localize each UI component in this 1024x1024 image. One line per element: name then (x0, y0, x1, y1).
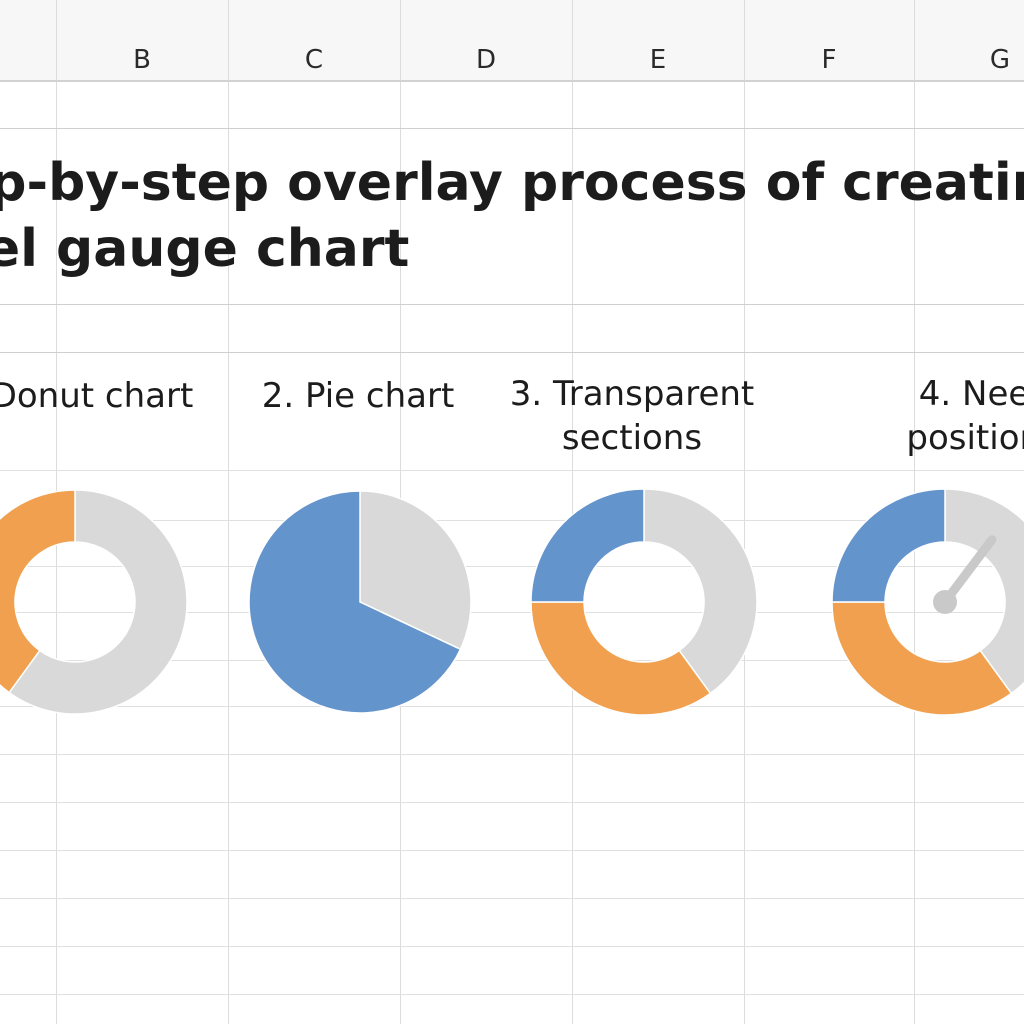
slice-orange (530, 601, 712, 716)
chart-gauge (831, 488, 1024, 716)
grid-line (0, 304, 1024, 305)
grid-line (56, 0, 57, 80)
gauge-needle-hub (933, 590, 957, 614)
step-label-pie: 2. Pie chart (208, 374, 508, 418)
step-label-needle: 4. Needle positioning (850, 372, 1024, 460)
gauge-needle (940, 535, 997, 607)
step-label-line-1: 4. Needle (918, 374, 1024, 414)
grid-line (744, 0, 745, 80)
slice-gray (944, 488, 1024, 695)
column-header-b[interactable]: B (133, 45, 151, 75)
grid-line (0, 706, 1024, 707)
grid-line (0, 352, 1024, 353)
step-label-line-1: 3. Transparent (509, 374, 755, 414)
grid-line (0, 802, 1024, 803)
grid-line (572, 0, 573, 80)
page-title: ep-by-step overlay process of creating c… (0, 150, 1024, 282)
step-label-line-1: Donut chart (0, 376, 194, 416)
step-label-line-2: sections (561, 418, 703, 458)
slice-orange (831, 601, 1013, 716)
grid-line (0, 566, 1024, 567)
grid-line (400, 0, 401, 80)
grid-line (0, 128, 1024, 129)
grid-line (228, 0, 229, 80)
step-label-line-2: positioning (906, 418, 1024, 458)
grid-line (0, 470, 1024, 471)
grid-line (0, 850, 1024, 851)
grid-line (0, 994, 1024, 995)
chart-pie (248, 490, 472, 714)
column-header-g[interactable]: G (989, 45, 1011, 75)
chart-donut (530, 488, 758, 716)
step-label-transparent: 3. Transparent sections (482, 372, 782, 460)
grid-line (0, 612, 1024, 613)
chart-donut (0, 489, 188, 715)
slice-orange (0, 489, 76, 694)
slice-blue (831, 488, 946, 603)
step-label-donut: Donut chart (0, 374, 242, 418)
slice-blue (530, 488, 645, 603)
step-label-line-1: 2. Pie chart (261, 376, 455, 416)
column-header-c[interactable]: C (304, 45, 324, 75)
grid-line (0, 898, 1024, 899)
grid-line (744, 0, 745, 1024)
column-header-d[interactable]: D (475, 45, 497, 75)
grid-line (572, 0, 573, 1024)
grid-line (914, 0, 915, 80)
slice-gray (359, 490, 472, 651)
column-header-row: B C D E F G (0, 0, 1024, 82)
slice-blue (248, 490, 462, 714)
title-line-2: cel gauge chart (0, 219, 410, 279)
grid-line (0, 520, 1024, 521)
column-header-f[interactable]: F (821, 45, 837, 75)
grid-line (0, 660, 1024, 661)
column-header-e[interactable]: E (649, 45, 667, 75)
slice-gray (643, 488, 758, 695)
grid-line (0, 754, 1024, 755)
title-line-1: ep-by-step overlay process of creating (0, 153, 1024, 213)
grid-line (0, 946, 1024, 947)
slice-gray (8, 489, 188, 715)
grid-line (228, 0, 229, 1024)
